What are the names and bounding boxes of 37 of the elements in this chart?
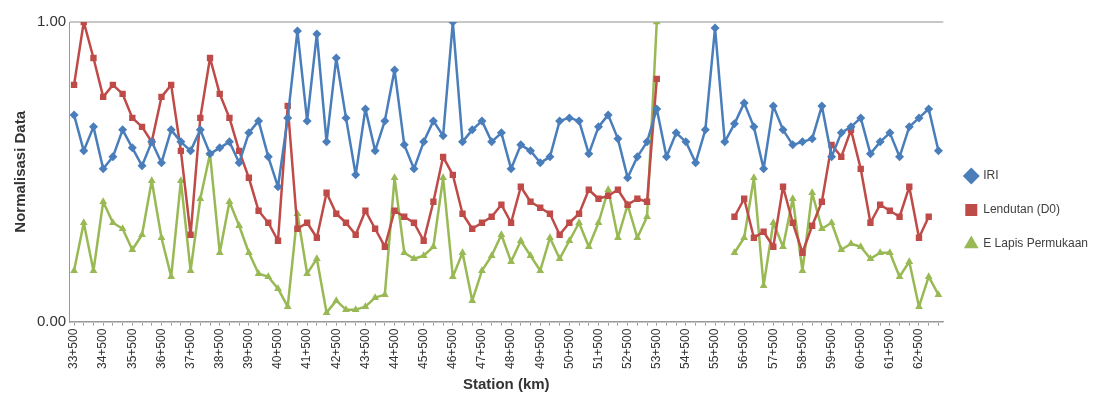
legend-label: IRI [983,168,999,183]
x-tick-label: 35+500 [124,328,139,370]
x-tick-label: 53+500 [649,328,664,370]
x-tick-label: 41+500 [299,328,314,370]
x-tick-label: 33+500 [66,328,81,370]
x-tick-label: 54+500 [678,328,693,370]
x-tick-label: 42+500 [328,328,343,370]
x-tick-label: 50+500 [561,328,576,370]
x-tick-label: 45+500 [416,328,430,370]
x-tick-label: 43+500 [357,328,372,370]
x-tick-label: 59+500 [823,328,838,370]
x-tick-label: 49+500 [532,328,547,370]
x-tick-label: 34+500 [95,328,110,370]
x-axis-title: Station (km) [462,375,550,393]
x-tick-label: 51+500 [590,328,605,370]
x-tick-label: 56+500 [736,328,751,370]
y-tick-label: 0.00 [36,311,67,329]
x-tick-label: 36+500 [153,328,168,370]
y-axis-title: Normalisasi Data [11,110,29,233]
x-tick-label: 55+500 [707,328,722,370]
legend-label: Lendutan (D0) [983,202,1060,217]
y-tick-label: 1.00 [36,12,67,30]
x-tick-label: 38+500 [212,328,227,370]
x-tick-label: 46+500 [445,328,460,370]
x-tick-label: 61+500 [882,328,897,370]
x-tick-label: 57+500 [765,328,780,370]
x-tick-label: 62+500 [911,328,926,370]
x-tick-label: 58+500 [794,328,809,370]
x-tick-label: 40+500 [270,328,285,370]
x-tick-label: 60+500 [853,328,868,370]
legend-label: E Lapis Permukaan [983,236,1089,251]
x-tick-label: 37+500 [182,328,197,370]
x-tick-label: 44+500 [386,328,401,370]
x-tick-label: 52+500 [619,328,634,370]
x-tick-label: 48+500 [503,328,518,370]
x-tick-label: 39+500 [241,328,256,370]
x-tick-label: 47+500 [474,328,489,370]
